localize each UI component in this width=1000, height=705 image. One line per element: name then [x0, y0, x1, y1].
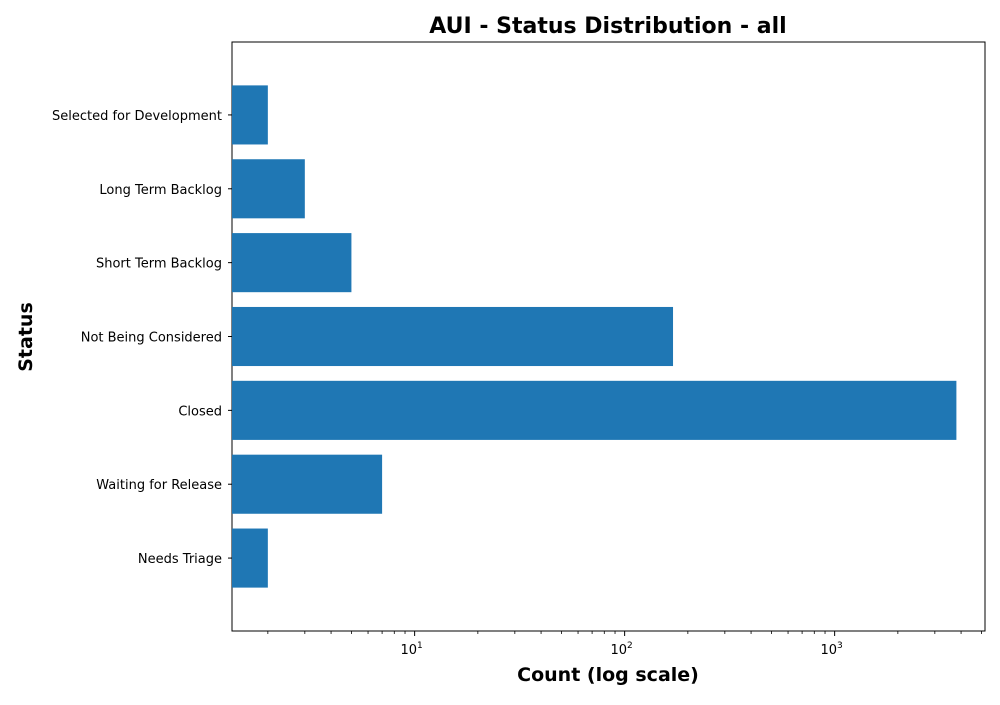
y-tick-label: Closed [178, 404, 222, 419]
chart-title: AUI - Status Distribution - all [429, 14, 786, 39]
y-tick-label: Needs Triage [138, 552, 222, 567]
x-tick-label: 103 [820, 641, 842, 658]
bar [232, 528, 268, 588]
y-tick-label: Long Term Backlog [99, 183, 222, 198]
bar [232, 85, 268, 145]
bar [232, 306, 674, 367]
bar [232, 454, 383, 514]
y-tick-label: Not Being Considered [81, 331, 222, 346]
x-ticks-layer: 101 102 103 [267, 631, 982, 658]
y-tick-label: Waiting for Release [96, 478, 222, 493]
bar [232, 233, 352, 293]
bar [232, 380, 957, 440]
bars-layer [232, 85, 957, 588]
y-ticks-layer: Needs Triage Waiting for Release Closed Not… [52, 109, 232, 567]
x-tick-label: 102 [610, 641, 632, 658]
bar [232, 159, 305, 219]
y-tick-label: Short Term Backlog [96, 257, 222, 272]
x-axis-label: Count (log scale) [517, 664, 699, 686]
x-tick-label: 101 [400, 641, 422, 658]
y-axis-label: Status [15, 302, 37, 372]
y-tick-label: Selected for Development [52, 109, 222, 124]
